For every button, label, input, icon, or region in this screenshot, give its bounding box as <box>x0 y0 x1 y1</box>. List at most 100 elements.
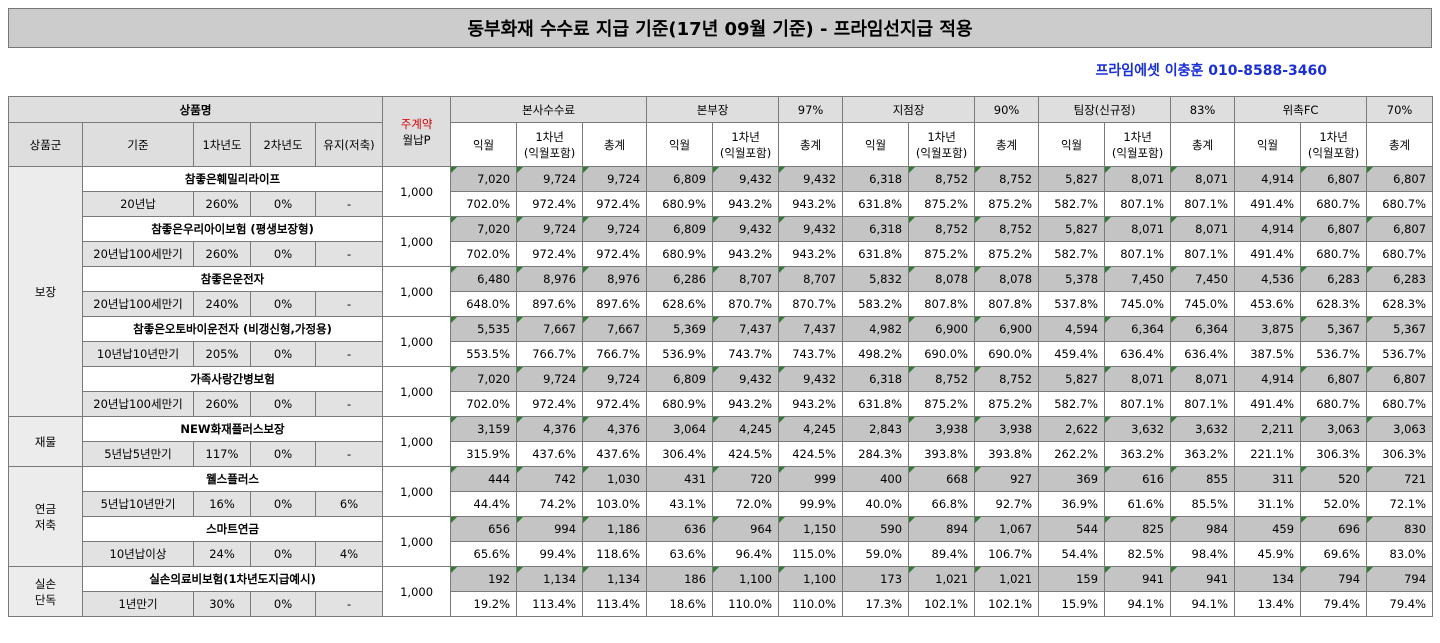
rate-year2: 0% <box>250 191 316 217</box>
category-cell: 실손 단독 <box>8 566 83 617</box>
commission-amount: 8,752 <box>908 166 976 192</box>
header-group-hq: 본사수수료 <box>450 96 648 123</box>
header-group-fc: 위촉FC <box>1234 96 1368 123</box>
commission-percent: 17.3% <box>842 591 910 617</box>
subheader-year1: 1차년 (익월포함) <box>516 122 584 167</box>
commission-percent: 363.2% <box>1104 441 1172 467</box>
monthly-premium: 1,000 <box>382 266 452 317</box>
rate-maintain: - <box>314 291 384 317</box>
payment-basis: 10년납이상 <box>82 541 194 567</box>
header-col-year1: 1차년도 <box>193 122 251 167</box>
product-row-percent: 1년만기 30% 0% -19.2% 113.4% 113.4% 18.6% 110.0% 11… <box>9 591 1434 617</box>
commission-amount: 8,707 <box>778 266 844 292</box>
commission-amount: 4,376 <box>582 416 648 442</box>
commission-percent: 582.7% <box>1038 241 1106 267</box>
commission-percent: 498.2% <box>842 341 910 367</box>
commission-amount: 9,432 <box>778 166 844 192</box>
commission-percent: 103.0% <box>582 491 648 517</box>
subheader-year1-b: (익월포함) <box>1307 145 1360 160</box>
product-row-percent: 20년납100세만기 240% 0% -648.0% 897.6% 897.6% 628.6… <box>9 291 1434 317</box>
commission-amount: 159 <box>1038 566 1106 592</box>
commission-amount: 5,369 <box>646 316 714 342</box>
rate-year1: 16% <box>193 491 251 517</box>
commission-percent: 943.2% <box>778 191 844 217</box>
category-label: 저축 <box>34 517 57 532</box>
commission-percent: 807.1% <box>1104 241 1172 267</box>
header-group-team: 팀장(신규정) <box>1038 96 1172 123</box>
product-row-amount: 참좋은우리아이보험 (평생보장형) 1,000 7,020 9,724 9,724 6,8… <box>9 216 1434 267</box>
commission-amount: 6,807 <box>1300 366 1368 392</box>
commission-percent: 306.4% <box>646 441 714 467</box>
rate-maintain: 4% <box>314 541 384 567</box>
commission-amount: 2,211 <box>1234 416 1302 442</box>
commission-amount: 6,807 <box>1300 166 1368 192</box>
commission-amount: 2,843 <box>842 416 910 442</box>
page-title: 동부화재 수수료 지급 기준(17년 09월 기준) - 프라임선지급 적용 <box>8 8 1432 48</box>
commission-percent: 19.2% <box>450 591 518 617</box>
commission-percent: 680.7% <box>1300 391 1368 417</box>
subheader-month: 익월 <box>1038 122 1106 167</box>
monthly-premium: 1,000 <box>382 566 452 617</box>
subheader-year1: 1차년 (익월포함) <box>1300 122 1368 167</box>
product-row-percent: 5년납10년만기 16% 0% 6% 44.4% 74.2% 103.0% 43.1% 72.0… <box>9 491 1434 517</box>
commission-percent: 745.0% <box>1104 291 1172 317</box>
commission-amount: 8,752 <box>974 216 1040 242</box>
header-group-division-pct: 97% <box>778 96 844 123</box>
rate-year2: 0% <box>250 291 316 317</box>
commission-percent: 110.0% <box>778 591 844 617</box>
commission-amount: 311 <box>1234 466 1302 492</box>
page-title-text: 동부화재 수수료 지급 기준(17년 09월 기준) - 프라임선지급 적용 <box>467 19 973 40</box>
commission-amount: 794 <box>1366 566 1434 592</box>
commission-amount: 1,021 <box>974 566 1040 592</box>
commission-percent: 631.8% <box>842 391 910 417</box>
commission-percent: 807.1% <box>1170 391 1236 417</box>
payment-basis: 5년납10년만기 <box>82 491 194 517</box>
product-row-percent: 20년납100세만기 260% 0% -702.0% 972.4% 972.4% 680.9… <box>9 241 1434 267</box>
commission-percent: 631.8% <box>842 191 910 217</box>
commission-amount: 7,020 <box>450 366 518 392</box>
payment-basis: 20년납100세만기 <box>82 241 194 267</box>
commission-amount: 1,134 <box>516 566 584 592</box>
commission-percent: 306.3% <box>1300 441 1368 467</box>
payment-basis: 10년납10년만기 <box>82 341 194 367</box>
subheader-month: 익월 <box>1234 122 1302 167</box>
commission-percent: 393.8% <box>974 441 1040 467</box>
commission-percent: 702.0% <box>450 191 518 217</box>
commission-amount: 4,914 <box>1234 216 1302 242</box>
product-row-amount: 참좋은오토바이운전자 (비갱신형,가정용) 1,000 5,535 7,667 7,66… <box>9 316 1434 367</box>
commission-amount: 8,707 <box>712 266 780 292</box>
rate-maintain: - <box>314 241 384 267</box>
subheader-total: 총계 <box>582 122 648 167</box>
commission-amount: 6,318 <box>842 366 910 392</box>
commission-table: 상품명 주계약 월납P 본사수수료 본부장 97% 지점장 90% 팀장(신규정… <box>7 96 1434 617</box>
commission-percent: 94.1% <box>1170 591 1236 617</box>
product-row-amount: 재물 NEW화재플러스보장 1,000 3,159 4,376 4,376 3,064 4,2… <box>8 416 1434 467</box>
commission-amount: 6,807 <box>1300 216 1368 242</box>
category-label: 단독 <box>34 592 57 607</box>
commission-percent: 680.9% <box>646 191 714 217</box>
commission-amount: 6,283 <box>1300 266 1368 292</box>
commission-amount: 3,063 <box>1300 416 1368 442</box>
commission-percent: 628.6% <box>646 291 714 317</box>
commission-percent: 582.7% <box>1038 191 1106 217</box>
commission-percent: 453.6% <box>1234 291 1302 317</box>
commission-amount: 9,432 <box>778 366 844 392</box>
commission-amount: 6,807 <box>1366 166 1434 192</box>
commission-amount: 5,827 <box>1038 216 1106 242</box>
commission-amount: 134 <box>1234 566 1302 592</box>
commission-percent: 702.0% <box>450 391 518 417</box>
commission-amount: 9,724 <box>582 366 648 392</box>
commission-percent: 807.8% <box>908 291 976 317</box>
commission-percent: 743.7% <box>712 341 780 367</box>
commission-amount: 3,159 <box>450 416 518 442</box>
commission-percent: 680.9% <box>646 241 714 267</box>
commission-amount: 7,020 <box>450 216 518 242</box>
subheader-total: 총계 <box>1366 122 1434 167</box>
commission-percent: 680.9% <box>646 391 714 417</box>
commission-amount: 8,976 <box>582 266 648 292</box>
rate-year2: 0% <box>250 241 316 267</box>
commission-amount: 3,875 <box>1234 316 1302 342</box>
product-row-amount: 가족사랑간병보험 1,000 7,020 9,724 9,724 6,809 9,432 9,… <box>9 366 1434 417</box>
commission-percent: 875.2% <box>908 191 976 217</box>
commission-percent: 92.7% <box>974 491 1040 517</box>
